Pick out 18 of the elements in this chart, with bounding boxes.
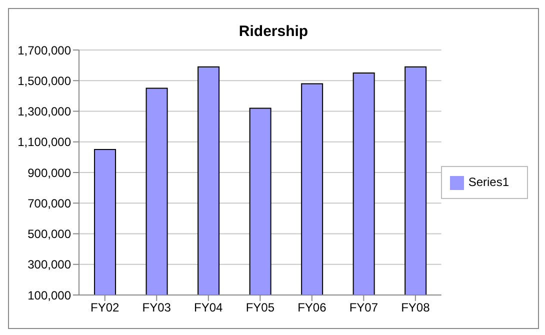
x-tick-label: FY05	[246, 300, 275, 315]
x-tick-label: FY04	[194, 300, 224, 315]
y-tick-label: 900,000	[28, 166, 72, 180]
chart-title: Ridership	[238, 23, 310, 40]
x-tick-label: FY03	[142, 300, 172, 315]
y-tick-label: 500,000	[28, 227, 72, 242]
y-tick-label: 300,000	[28, 258, 72, 272]
y-tick-label: 1,700,000	[18, 43, 72, 58]
x-tick-label: FY07	[349, 300, 378, 315]
y-tick-label: 700,000	[28, 196, 72, 210]
y-tick-label: 1,300,000	[18, 104, 72, 119]
x-tick-label: FY02	[90, 300, 120, 315]
x-tick-label: FY06	[298, 300, 327, 315]
y-tick-label: 1,100,000	[18, 135, 72, 150]
x-tick-label: FY08	[401, 300, 430, 315]
y-tick-label: 100,000	[28, 288, 72, 302]
legend-label: Series1	[468, 175, 509, 190]
y-tick-label: 1,500,000	[18, 74, 72, 88]
